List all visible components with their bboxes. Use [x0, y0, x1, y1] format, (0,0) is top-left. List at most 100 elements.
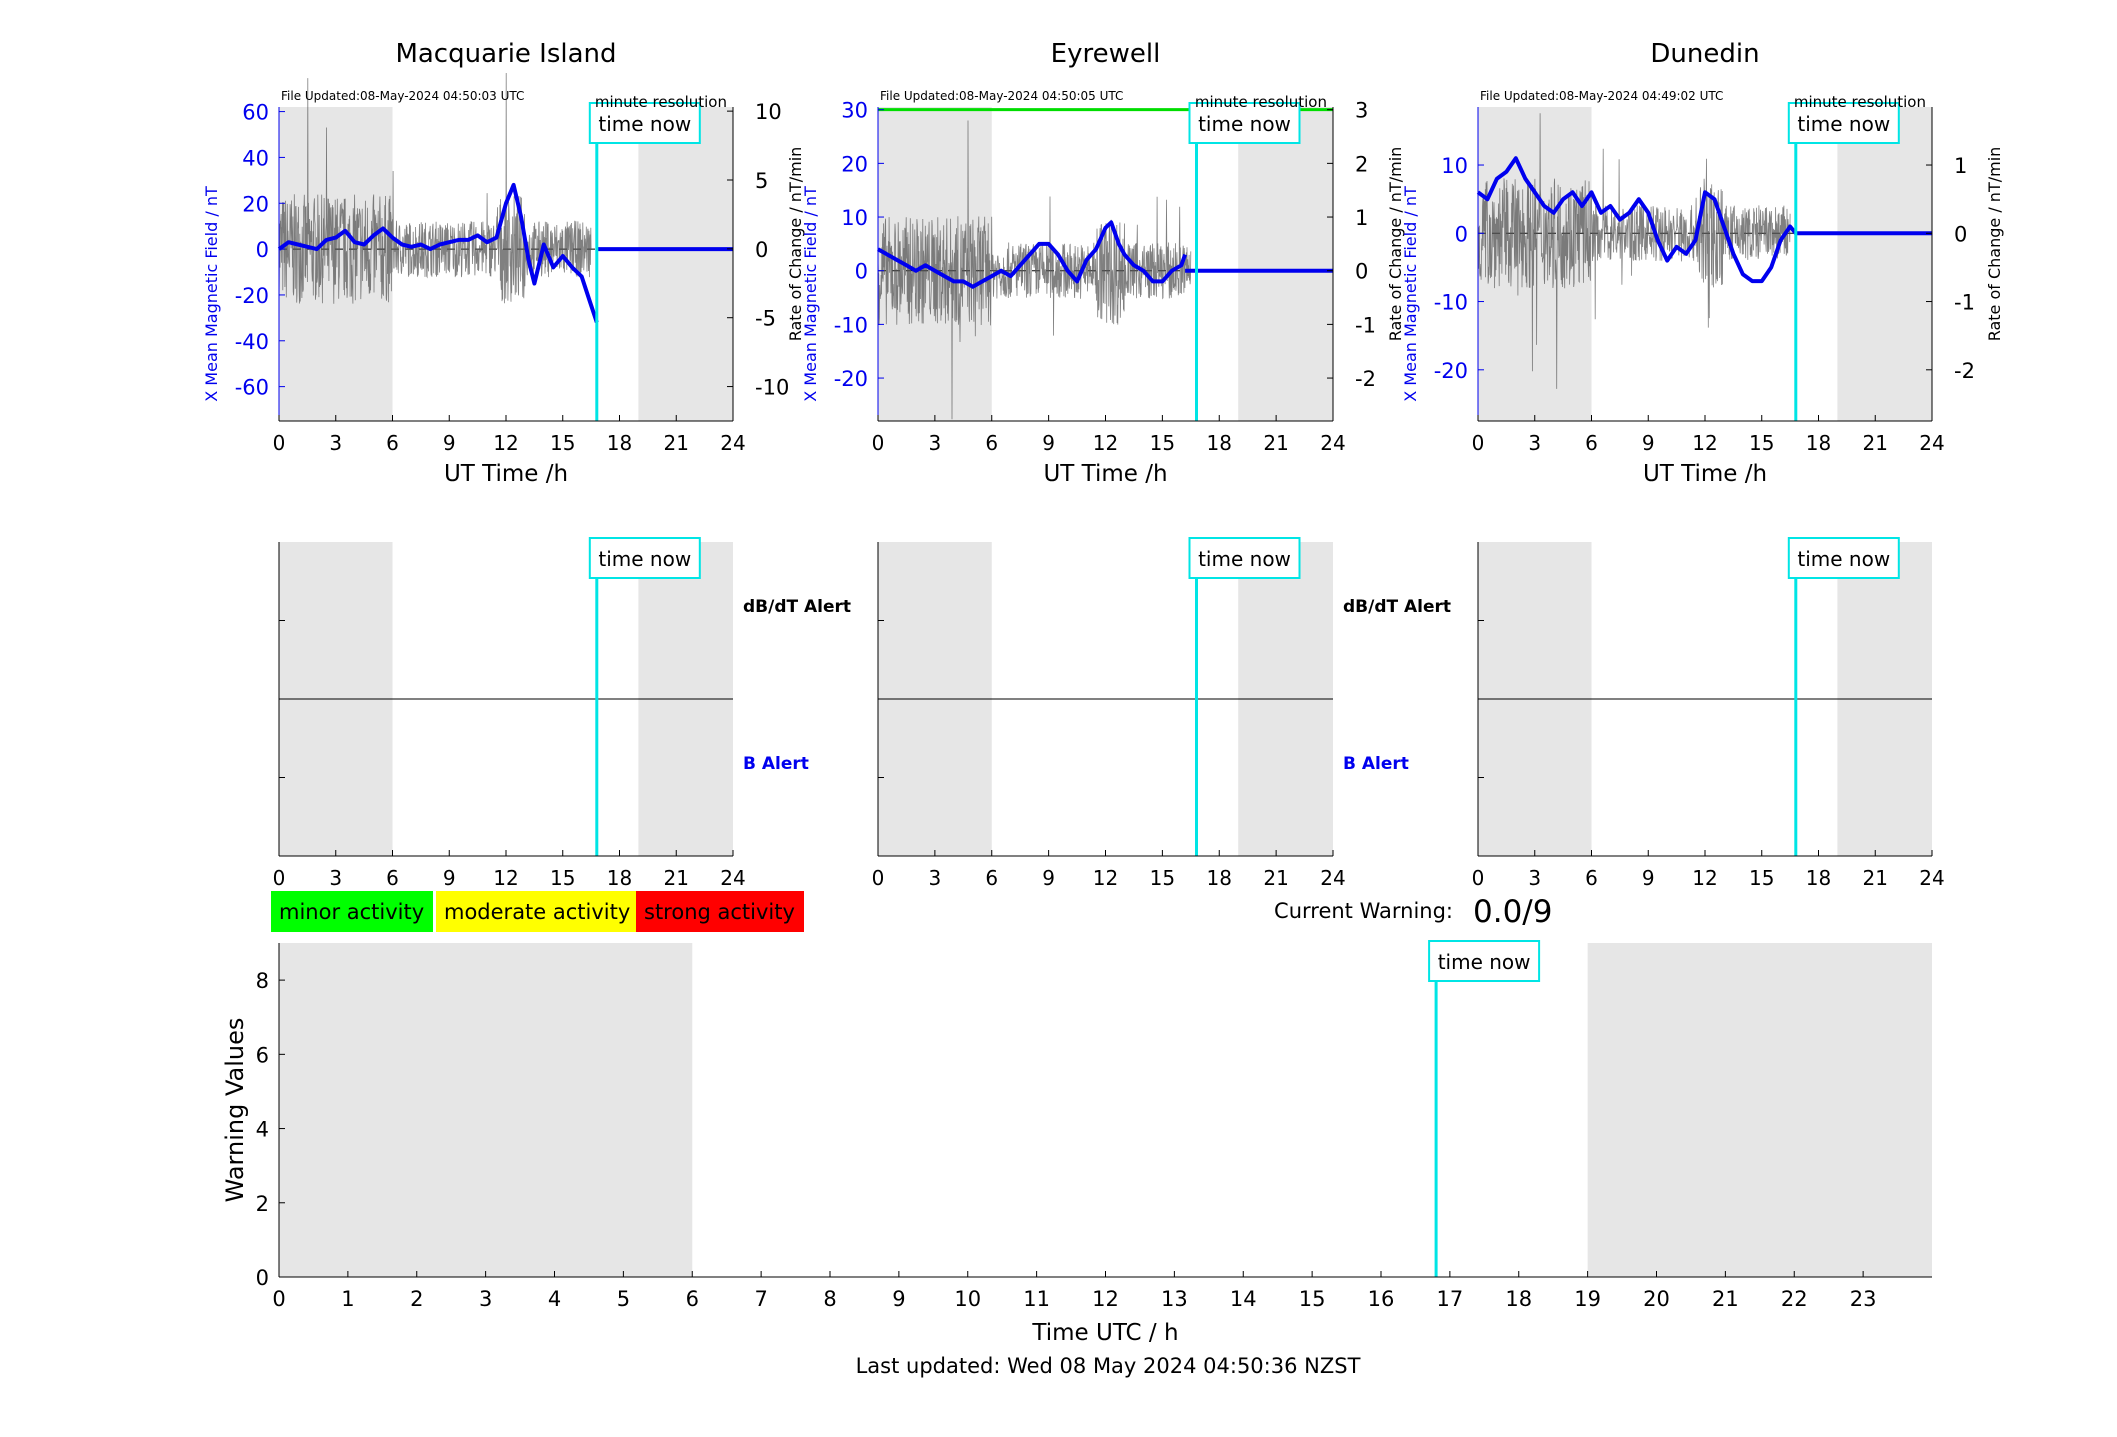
left-tick-label: -10 [834, 313, 868, 337]
station-title: Eyrewell [1051, 39, 1161, 69]
x-tick-label: 21 [664, 431, 689, 455]
time-now-box [588, 537, 701, 579]
station-title: Macquarie Island [395, 39, 616, 69]
legend-strong-swatch [636, 891, 804, 932]
resolution-label: minute resolution [1195, 93, 1327, 111]
x-tick-label: 12 [493, 866, 518, 890]
left-tick-label: -60 [235, 376, 269, 400]
x-tick-label: 21 [664, 866, 689, 890]
time-now-label: time now [598, 547, 691, 571]
night-shading [638, 107, 733, 421]
right-tick-label: 10 [755, 100, 782, 124]
field-series [877, 220, 1187, 289]
x-tick-label: 3 [1528, 431, 1541, 455]
left-tick-label: -20 [1434, 359, 1468, 383]
x-tick-label: 24 [1320, 866, 1345, 890]
rate-of-change-series [1477, 113, 1791, 389]
warning-y-tick-label: 6 [256, 1043, 269, 1067]
x-tick-label: 21 [1263, 431, 1288, 455]
warning-x-tick-label: 12 [1092, 1287, 1119, 1311]
time-now-label: time now [1438, 950, 1531, 974]
x-tick-label: 18 [1806, 431, 1831, 455]
night-shading [1238, 107, 1333, 421]
x-tick-label: 9 [1642, 866, 1655, 890]
current-warning-label: Current Warning: [1274, 899, 1453, 923]
x-tick-label: 12 [1692, 431, 1717, 455]
x-tick-label: 0 [872, 866, 885, 890]
x-tick-label: 24 [1320, 431, 1345, 455]
right-tick-label: 1 [1954, 154, 1967, 178]
x-tick-label: 24 [720, 866, 745, 890]
x-tick-label: 9 [1642, 431, 1655, 455]
warning-y-tick-label: 4 [256, 1118, 269, 1142]
warning-x-tick-label: 5 [617, 1287, 630, 1311]
legend-minor-label: minor activity [279, 900, 424, 924]
warning-x-tick-label: 19 [1574, 1287, 1601, 1311]
rate-of-change-series [877, 120, 1192, 420]
time-now-box [1188, 102, 1301, 144]
b-alert-label: B Alert [1343, 754, 1409, 774]
x-tick-label: 15 [1749, 431, 1774, 455]
last-updated-text: Last updated: Wed 08 May 2024 04:50:36 N… [856, 1354, 1361, 1378]
time-now-label: time now [1198, 547, 1291, 571]
current-warning-value: 0.0/9 [1473, 894, 1552, 930]
warning-x-tick-label: 15 [1299, 1287, 1326, 1311]
left-tick-label: 40 [242, 146, 269, 170]
warning-x-tick-label: 18 [1505, 1287, 1532, 1311]
time-now-label: time now [1198, 112, 1291, 136]
right-tick-label: 1 [1355, 206, 1368, 230]
left-tick-label: -20 [235, 284, 269, 308]
dbdt-alert-label: dB/dT Alert [743, 597, 851, 617]
left-tick-label: 10 [1441, 154, 1468, 178]
left-tick-label: 60 [242, 101, 269, 125]
time-now-box [1787, 102, 1900, 144]
warning-x-tick-label: 22 [1781, 1287, 1808, 1311]
warning-x-tick-label: 8 [823, 1287, 836, 1311]
warning-x-tick-label: 14 [1230, 1287, 1257, 1311]
x-tick-label: 18 [1207, 866, 1232, 890]
left-axis-label: X Mean Magnetic Field / nT [202, 186, 221, 402]
x-tick-label: 24 [1919, 431, 1944, 455]
warning-x-tick-label: 21 [1712, 1287, 1739, 1311]
x-tick-label: 6 [985, 866, 998, 890]
legend-strong-label: strong activity [644, 900, 795, 924]
time-now-box [588, 102, 701, 144]
warning-x-tick-label: 0 [272, 1287, 285, 1311]
x-tick-label: 9 [443, 431, 456, 455]
right-tick-label: -2 [1355, 367, 1376, 391]
x-tick-label: 3 [929, 866, 942, 890]
warning-x-tick-label: 2 [410, 1287, 423, 1311]
time-now-box [1188, 537, 1301, 579]
file-updated-text: File Updated:08-May-2024 04:50:05 UTC [880, 89, 1123, 103]
left-tick-label: -20 [834, 367, 868, 391]
left-axis-label: X Mean Magnetic Field / nT [1401, 186, 1420, 402]
x-tick-label: 12 [1692, 866, 1717, 890]
x-axis-label: UT Time /h [1043, 461, 1167, 487]
warning-x-tick-label: 16 [1368, 1287, 1395, 1311]
left-axis-label: X Mean Magnetic Field / nT [801, 186, 820, 402]
resolution-label: minute resolution [1794, 93, 1926, 111]
x-tick-label: 9 [1042, 866, 1055, 890]
activity-legend: minor activity moderate activity strong ac… [271, 891, 804, 932]
left-tick-label: 0 [1455, 222, 1468, 246]
x-tick-label: 3 [329, 866, 342, 890]
right-tick-label: 0 [1355, 260, 1368, 284]
dbdt-alert-label: dB/dT Alert [1343, 597, 1451, 617]
warning-x-tick-label: 11 [1023, 1287, 1050, 1311]
right-tick-label: -10 [755, 376, 789, 400]
right-tick-label: -2 [1954, 359, 1975, 383]
field-series [1476, 156, 1798, 284]
x-tick-label: 3 [929, 431, 942, 455]
x-tick-label: 24 [720, 431, 745, 455]
right-tick-label: 3 [1355, 99, 1368, 123]
warning-x-tick-label: 20 [1643, 1287, 1670, 1311]
x-tick-label: 21 [1263, 866, 1288, 890]
time-now-box [1787, 537, 1900, 579]
x-tick-label: 12 [1093, 866, 1118, 890]
right-axis-label: Rate of Change / nT/min [1386, 147, 1405, 342]
x-tick-label: 15 [1749, 866, 1774, 890]
night-shading [1837, 107, 1932, 421]
x-tick-label: 0 [1472, 866, 1485, 890]
